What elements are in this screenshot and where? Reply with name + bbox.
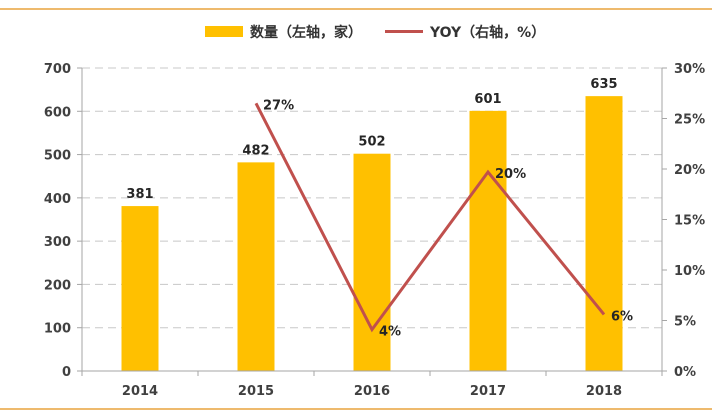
- legend: 数量（左轴，家） YOY（右轴，%）: [205, 24, 545, 41]
- legend-swatch-bar: [205, 26, 243, 37]
- x-tick-label: 2017: [470, 384, 506, 399]
- right-tick-label: 15%: [674, 214, 705, 229]
- left-tick-label: 600: [44, 105, 71, 120]
- left-tick-label: 100: [44, 322, 71, 337]
- x-tick-label: 2018: [586, 384, 622, 399]
- legend-label-bar: 数量（左轴，家）: [250, 24, 362, 41]
- yoy-value-label: 27%: [263, 98, 294, 113]
- left-tick-label: 200: [44, 278, 71, 293]
- chart-frame: [0, 8, 712, 410]
- left-tick-label: 400: [44, 192, 71, 207]
- left-tick-label: 700: [44, 62, 71, 77]
- yoy-value-label: 6%: [611, 309, 633, 324]
- bar-value-label: 635: [590, 77, 617, 92]
- x-tick-label: 2016: [354, 384, 390, 399]
- x-tick-label: 2014: [122, 384, 158, 399]
- bar-value-label: 502: [358, 135, 385, 150]
- right-tick-label: 5%: [674, 315, 696, 330]
- yoy-value-label: 20%: [495, 167, 526, 182]
- legend-label-line: YOY（右轴，%）: [429, 24, 545, 41]
- bar-2014: [121, 206, 159, 371]
- axes: 0 100 200 300 400 500 600 700 0% 5% 10% 15% 20% 25% 30…: [44, 62, 705, 399]
- bar-2018: [585, 96, 623, 371]
- yoy-line: [254, 102, 606, 333]
- right-tick-label: 30%: [674, 62, 705, 77]
- left-tick-label: 0: [62, 365, 71, 380]
- left-tick-label: 500: [44, 149, 71, 164]
- yoy-line-series: [254, 102, 606, 333]
- x-tick-label: 2015: [238, 384, 274, 399]
- bar-series: [121, 96, 623, 372]
- right-tick-label: 20%: [674, 163, 705, 178]
- right-tick-label: 25%: [674, 113, 705, 128]
- bar-2015: [237, 162, 275, 371]
- data-labels: 381 482 502 601 635 27% 4% 20% 6%: [126, 77, 633, 339]
- yoy-value-label: 4%: [379, 325, 401, 340]
- bar-value-label: 482: [242, 143, 269, 158]
- bar-value-label: 381: [126, 187, 153, 202]
- bar-2017: [469, 110, 507, 372]
- left-tick-label: 300: [44, 235, 71, 250]
- right-tick-label: 0%: [674, 365, 696, 380]
- right-tick-label: 10%: [674, 264, 705, 279]
- bar-2016: [353, 153, 391, 371]
- bar-value-label: 601: [474, 92, 501, 107]
